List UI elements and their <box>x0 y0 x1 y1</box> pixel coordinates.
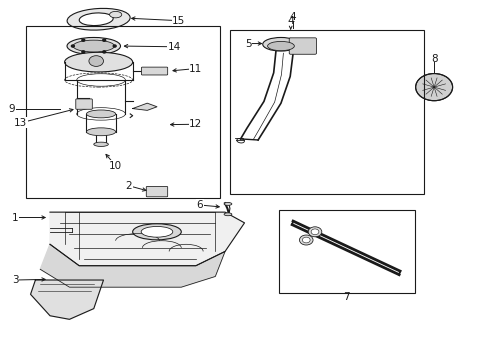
Ellipse shape <box>109 12 122 18</box>
Ellipse shape <box>73 40 114 52</box>
FancyBboxPatch shape <box>288 38 316 54</box>
Text: 14: 14 <box>167 42 180 52</box>
Bar <box>26 26 220 198</box>
Text: 2: 2 <box>125 181 132 191</box>
Ellipse shape <box>262 37 299 51</box>
Circle shape <box>102 51 105 53</box>
Text: 4: 4 <box>289 13 296 22</box>
Polygon shape <box>132 103 157 111</box>
Circle shape <box>113 45 116 47</box>
Ellipse shape <box>67 37 120 55</box>
Ellipse shape <box>86 110 116 118</box>
Polygon shape <box>30 280 103 319</box>
Circle shape <box>310 229 318 235</box>
Circle shape <box>299 235 312 245</box>
Text: 12: 12 <box>189 119 202 129</box>
Ellipse shape <box>64 52 132 72</box>
Ellipse shape <box>267 41 294 51</box>
Polygon shape <box>40 244 224 287</box>
Ellipse shape <box>224 213 231 216</box>
Text: 4: 4 <box>286 17 294 26</box>
Circle shape <box>102 39 105 41</box>
Circle shape <box>81 51 84 53</box>
Circle shape <box>302 237 309 243</box>
Text: 9: 9 <box>9 104 15 114</box>
Text: 11: 11 <box>189 64 202 73</box>
Circle shape <box>415 73 452 101</box>
Ellipse shape <box>79 13 113 26</box>
FancyBboxPatch shape <box>141 67 167 75</box>
Bar <box>229 30 424 194</box>
FancyBboxPatch shape <box>146 186 167 197</box>
Text: 1: 1 <box>12 212 18 222</box>
Ellipse shape <box>224 203 231 205</box>
Text: 10: 10 <box>109 161 122 171</box>
Ellipse shape <box>132 224 181 240</box>
Text: 6: 6 <box>196 200 203 210</box>
Circle shape <box>89 56 103 66</box>
Polygon shape <box>50 212 244 266</box>
Circle shape <box>71 45 74 47</box>
FancyBboxPatch shape <box>76 99 92 109</box>
Text: 5: 5 <box>244 39 251 49</box>
Bar <box>278 210 414 293</box>
Ellipse shape <box>86 128 116 136</box>
Circle shape <box>307 227 321 237</box>
Ellipse shape <box>67 8 130 30</box>
Text: 7: 7 <box>343 292 349 302</box>
Text: 13: 13 <box>14 118 27 128</box>
Ellipse shape <box>94 142 108 147</box>
Ellipse shape <box>141 226 172 237</box>
Text: 15: 15 <box>172 16 185 26</box>
Text: 3: 3 <box>12 275 18 285</box>
Text: 8: 8 <box>430 54 437 64</box>
Circle shape <box>81 39 84 41</box>
